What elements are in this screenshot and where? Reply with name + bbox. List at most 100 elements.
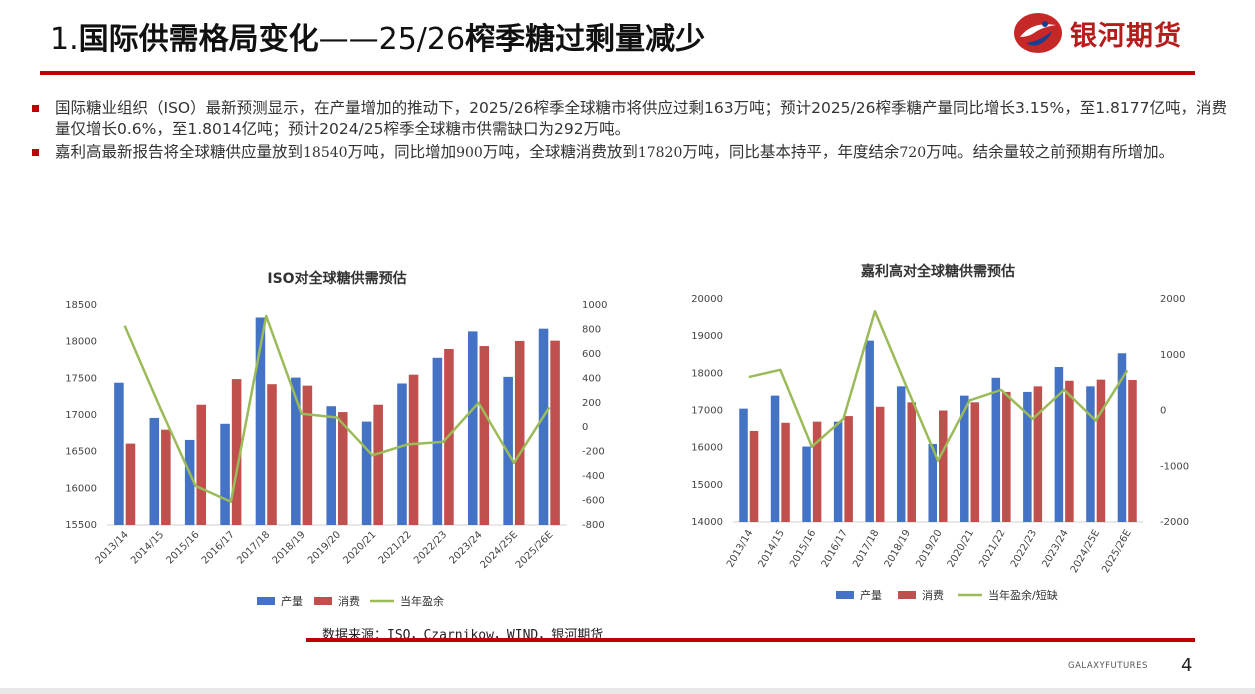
title-dash: —— [318,22,379,57]
legend-label: 产量 [860,588,882,602]
y-right-tick-label: 800 [582,324,601,335]
legend-label: 消费 [338,594,360,608]
consumption-bar [196,404,207,525]
y-left-tick-label: 17500 [65,373,97,384]
footer-band [0,688,1255,694]
y-right-tick-label: 600 [582,349,601,360]
title-main: 国际供需格局变化 [78,22,319,57]
production-bar [184,439,195,525]
consumption-bar [338,412,348,525]
czarnikow-chart: 嘉利高对全球糖供需预估 14000 15000 16000 17000 18000 1900… [688,252,1208,614]
y-left-tick-label: 18000 [691,368,723,379]
title-divider [40,71,1195,75]
y-right-tick-label: -2000 [1160,517,1189,528]
production-bar [991,377,1001,522]
y-left-tick-label: 16500 [65,447,97,458]
summary-text: 万吨，全球糖消费放到 [482,143,638,161]
legend-swatch [314,597,332,605]
summary-number: 720 [899,145,927,161]
y-left-tick-label: 14000 [691,517,723,528]
consumption-bar [408,374,419,525]
production-bar [739,408,748,522]
x-tick-label: 2021/22 [977,528,1007,569]
production-bar [833,421,843,522]
production-bar [770,395,780,522]
summary-number: 900 [456,145,483,161]
x-tick-label: 2019/20 [306,529,343,566]
x-tick-label: 2024/25E [478,529,520,571]
x-tick-label: 2025/26E [514,529,556,571]
galaxy-logo-icon [1014,13,1062,53]
y-left-tick-label: 20000 [691,294,723,305]
x-tick-label: 2014/15 [757,528,787,569]
production-bar [1054,367,1064,522]
production-bar [114,382,124,525]
production-bar [865,340,874,522]
summary-item-czarnikow: 嘉利高最新报告将全球糖供应量放到18540万吨，同比增加900万吨，全球糖消费放… [30,142,1230,164]
y-left-tick-label: 19000 [691,331,723,342]
x-tick-label: 2014/15 [129,529,166,566]
y-right-tick-label: 0 [1160,406,1166,417]
chart-title: 嘉利高对全球糖供需预估 [860,263,1015,280]
consumption-bar [1128,380,1137,522]
y-left-tick-label: 17000 [65,410,97,421]
legend-label: 消费 [922,588,944,602]
title-number: 1. [50,22,79,57]
x-tick-label: 2013/14 [94,529,131,566]
production-bar [538,328,549,525]
consumption-bar [1065,380,1074,522]
x-tick-label: 2015/16 [164,529,201,566]
production-bar [802,446,811,522]
x-tick-label: 2020/21 [946,528,976,569]
iso-chart: ISO对全球糖供需预估 15500 16000 16500 17000 17500 1800… [52,255,622,620]
production-bar [960,395,969,522]
summary-list: 国际糖业组织（ISO）最新预测显示，在产量增加的推动下，2025/26榨季全球糖… [30,98,1230,166]
consumption-bar [302,385,313,525]
x-tick-label: 2024/25E [1069,528,1102,575]
consumption-bar [844,416,853,522]
legend-label: 当年盈余 [400,594,444,608]
x-tick-label: 2023/24 [1040,528,1070,569]
x-tick-label: 2022/23 [412,529,449,566]
x-tick-label: 2017/18 [235,529,272,566]
production-bar [255,317,266,525]
y-right-tick-label: 2000 [1160,294,1185,305]
consumption-bar [267,384,277,525]
consumption-bar [1033,386,1043,522]
production-bar [361,421,372,525]
production-bar [1086,386,1095,522]
summary-text: 嘉利高最新报告将全球糖供应量放到 [55,143,304,161]
x-tick-label: 2021/22 [377,529,414,566]
surplus-line [748,310,1129,462]
x-tick-label: 2020/21 [341,529,378,566]
logo-text: 银河期货 [1070,20,1182,52]
summary-number: 17820 [637,145,683,161]
summary-text: 万吨。结余量较之前预期有所增加。 [926,143,1175,161]
x-tick-label: 2015/16 [788,528,818,569]
y-right-tick-label: 200 [582,398,601,409]
summary-text: 万吨，同比增加 [347,143,457,161]
production-bar [896,386,906,522]
summary-number: 18540 [303,145,348,161]
y-left-tick-label: 18000 [65,337,97,348]
page-title: 1. 国际供需格局变化 —— 25/26 榨季糖过剩量减少 [50,14,705,64]
x-tick-label: 2019/20 [914,528,944,569]
production-bar [397,383,407,525]
y-right-tick-label: 1000 [582,300,607,311]
consumption-bar [373,404,383,525]
y-right-tick-label: -400 [582,471,605,482]
summary-item-iso: 国际糖业组织（ISO）最新预测显示，在产量增加的推动下，2025/26榨季全球糖… [30,98,1230,140]
x-tick-label: 2016/17 [820,528,850,569]
footer-brand: GALAXYFUTURES [1068,661,1148,671]
production-bar [928,443,937,522]
consumption-bar [939,410,948,522]
legend-swatch [898,591,916,599]
y-right-tick-label: 0 [582,422,588,433]
production-bar [467,331,478,525]
consumption-bar [550,340,560,525]
y-left-tick-label: 17000 [691,406,723,417]
y-left-tick-label: 15500 [65,520,97,531]
consumption-bar [479,346,490,525]
production-bar [149,417,160,525]
production-bar [220,423,230,525]
